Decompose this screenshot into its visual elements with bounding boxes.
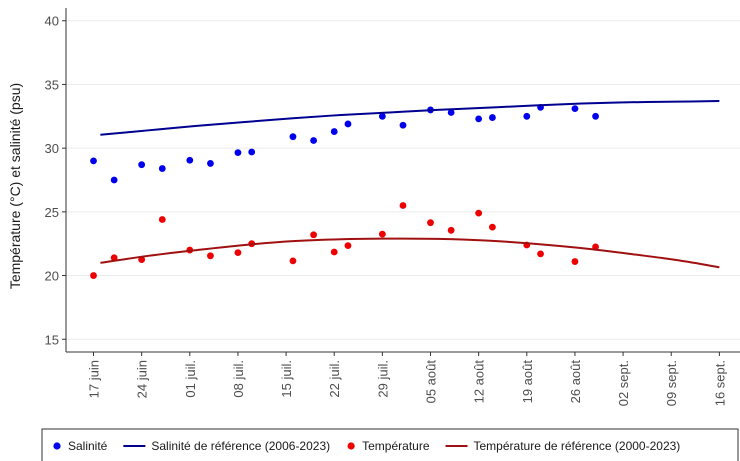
data-point-0 [207, 160, 214, 167]
data-point-2 [447, 226, 455, 234]
x-tick-label: 19 août [520, 360, 535, 404]
legend-box [41, 428, 739, 461]
data-point-2 [207, 252, 214, 260]
x-tick-label: 15 juil. [279, 360, 294, 398]
legend-label: Température [362, 439, 430, 453]
data-point-0 [158, 165, 166, 172]
data-point-2 [427, 219, 434, 227]
y-tick-label: 25 [45, 205, 59, 220]
data-point-2 [158, 216, 166, 223]
legend-label: Salinité de référence (2006-2023) [151, 439, 330, 453]
x-tick-label: 12 août [472, 360, 487, 404]
data-point-0 [475, 115, 483, 123]
x-tick-label: 01 juil. [183, 360, 198, 398]
y-tick-label: 20 [45, 269, 59, 284]
y-axis-title: Température (°C) et salinité (psu) [7, 83, 23, 289]
data-point-0 [378, 112, 386, 120]
x-tick-label: 16 sept. [712, 360, 727, 406]
data-point-2 [310, 231, 317, 239]
x-tick-label: 29 juil. [375, 360, 390, 398]
data-point-0 [248, 148, 256, 156]
series-layer [90, 100, 720, 279]
data-point-2 [475, 209, 483, 217]
data-point-0 [489, 114, 496, 121]
x-tick-label: 22 juil. [327, 360, 342, 398]
x-tick-label: 08 juil. [231, 360, 246, 398]
legend-label: Salinité [68, 439, 108, 453]
data-point-0 [289, 133, 297, 141]
data-point-0 [399, 121, 407, 129]
x-tick-label: 05 août [424, 360, 439, 404]
legend-key-point [347, 442, 355, 450]
y-tick-label: 30 [45, 141, 59, 156]
data-point-0 [330, 128, 338, 135]
y-tick-label: 15 [45, 332, 59, 347]
x-tick-label: 09 sept. [664, 360, 679, 406]
data-point-2 [289, 257, 297, 265]
data-point-2 [330, 248, 338, 256]
data-point-0 [110, 176, 118, 184]
legend-key-point [53, 442, 61, 450]
data-point-2 [537, 250, 544, 258]
legend-label: Température de référence (2000-2023) [474, 439, 681, 453]
data-point-2 [110, 254, 118, 262]
data-point-2 [90, 272, 97, 279]
y-tick-label: 35 [45, 77, 59, 92]
data-point-2 [571, 258, 579, 265]
data-point-0 [344, 120, 352, 128]
x-tick-label: 02 sept. [616, 360, 631, 406]
data-point-0 [447, 109, 455, 116]
data-point-0 [310, 137, 317, 144]
y-tick-label: 40 [45, 14, 59, 29]
data-point-0 [523, 112, 531, 120]
data-point-0 [234, 149, 242, 157]
data-point-2 [234, 249, 242, 257]
data-point-2 [344, 242, 352, 250]
data-point-0 [592, 112, 599, 120]
grid-layer [66, 20, 740, 340]
data-point-0 [571, 105, 579, 113]
data-point-2 [378, 230, 386, 238]
data-point-2 [399, 202, 407, 209]
x-tick-label: 26 août [568, 360, 583, 404]
data-point-0 [186, 156, 194, 164]
x-tick-label: 17 juin [87, 360, 102, 398]
data-point-0 [90, 157, 97, 165]
series-line-3 [100, 237, 720, 269]
x-tick-label: 24 juin [135, 360, 150, 398]
data-point-2 [489, 223, 496, 231]
series-line-1 [100, 100, 720, 136]
data-point-0 [138, 161, 146, 169]
legend: Salinité Salinité de référence (2006-2023… [41, 428, 739, 461]
axes-layer: 15 20 25 30 35 40 17 juin 24 juin 01 juil. 08 jui… [45, 8, 740, 406]
